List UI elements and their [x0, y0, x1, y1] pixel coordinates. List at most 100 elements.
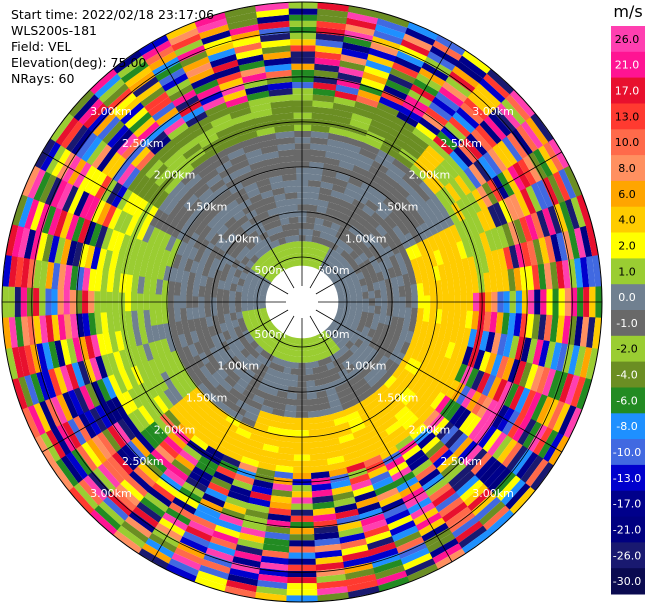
ppi-cell: [354, 496, 379, 510]
ppi-cell: [519, 216, 533, 244]
ppi-cell: [362, 291, 369, 300]
ppi-cell: [558, 373, 574, 405]
ppi-cell: [520, 188, 537, 216]
ppi-cell: [90, 333, 101, 358]
ppi-cell: [267, 207, 279, 217]
ppi-cell: [375, 322, 385, 334]
ppi-cell: [353, 316, 361, 325]
ppi-cell: [204, 306, 212, 318]
ppi-cell: [112, 271, 121, 293]
ppi-cell: [331, 410, 346, 421]
ppi-cell: [271, 239, 281, 248]
ppi-cell: [267, 339, 276, 348]
ppi-cell: [59, 453, 84, 484]
ppi-cell: [235, 164, 253, 177]
ppi-cell: [8, 315, 18, 348]
ppi-cell: [421, 350, 434, 367]
ppi-cell: [208, 148, 229, 164]
ppi-cell: [347, 416, 364, 428]
ppi-cell: [388, 163, 407, 180]
ppi-cell: [262, 150, 281, 161]
ppi-cell: [470, 393, 488, 417]
ppi-cell: [94, 311, 103, 335]
ppi-cell: [308, 180, 322, 188]
ppi-cell: [279, 217, 291, 226]
ppi-cell: [213, 183, 230, 198]
ppi-center: [286, 286, 318, 318]
ppi-cell: [206, 481, 230, 497]
ppi-cell: [142, 342, 154, 362]
ppi-cell: [90, 433, 112, 460]
ppi-cell: [557, 405, 577, 438]
ppi-cell: [180, 417, 199, 436]
ppi-cell: [287, 20, 319, 27]
azimuth-line: [41, 309, 289, 453]
ppi-cell: [295, 337, 301, 345]
ppi-cell: [195, 503, 221, 520]
ppi-cell: [342, 42, 372, 55]
ppi-cell: [404, 357, 417, 373]
ppi-cell: [214, 518, 242, 533]
ppi-cell: [102, 203, 118, 228]
ppi-cell: [255, 2, 289, 12]
ppi-cell: [313, 378, 325, 387]
ppi-cell: [199, 338, 210, 352]
ppi-cell: [394, 183, 411, 199]
ppi-cell: [83, 408, 102, 436]
ppi-cell: [491, 404, 510, 430]
ppi-cell: [115, 524, 146, 549]
ppi-cell: [170, 237, 183, 254]
ppi-cell: [235, 341, 246, 352]
ppi-cell: [304, 362, 313, 369]
ppi-cell: [361, 204, 376, 217]
ppi-cell: [192, 385, 207, 402]
ppi-cell: [242, 410, 259, 422]
ppi-cell: [372, 263, 382, 275]
ppi-cell: [150, 526, 180, 548]
ppi-cell: [377, 411, 395, 426]
ppi-cell: [292, 241, 300, 248]
ppi-cell: [319, 187, 333, 196]
ppi-cell: [318, 408, 332, 417]
ppi-cell: [264, 267, 273, 276]
ppi-cell: [568, 229, 581, 261]
ppi-cell: [488, 111, 513, 138]
ppi-cell: [366, 359, 378, 372]
ppi-cell: [396, 317, 405, 330]
ppi-cell: [585, 224, 599, 259]
ppi-cell: [294, 161, 311, 168]
ppi-cell: [284, 583, 318, 590]
ppi-cell: [267, 169, 283, 178]
ppi-cell: [426, 267, 435, 283]
ppi-cell: [142, 223, 156, 243]
ppi-cell: [243, 508, 269, 520]
ppi-cell: [473, 496, 502, 523]
ppi-cell: [143, 537, 175, 559]
ppi-cell: [468, 163, 488, 187]
ppi-cell: [254, 312, 263, 320]
ppi-cell: [17, 344, 30, 377]
ppi-cell: [394, 56, 424, 74]
range-ring-label: 1.50km: [186, 201, 228, 214]
ppi-cell: [466, 293, 473, 313]
ppi-cell: [261, 398, 276, 409]
ppi-cell: [55, 422, 77, 452]
ppi-cell: [268, 88, 293, 97]
ppi-cell: [65, 123, 90, 152]
ppi-cell: [271, 356, 281, 365]
ppi-cell: [213, 118, 236, 133]
ppi-cell: [262, 537, 290, 547]
ppi-cell: [408, 272, 417, 286]
ppi-cell: [113, 209, 129, 232]
ppi-cell: [85, 437, 107, 464]
ppi-cell: [368, 348, 379, 361]
ppi-cell: [248, 96, 272, 107]
ppi-cell: [261, 324, 269, 333]
ppi-cell: [491, 435, 513, 462]
ppi-cell: [359, 366, 372, 379]
ppi-cell: [303, 337, 309, 345]
ppi-cell: [365, 199, 380, 213]
ppi-cell: [311, 501, 335, 510]
ppi-cell: [40, 140, 62, 172]
ppi-cell: [414, 185, 432, 203]
